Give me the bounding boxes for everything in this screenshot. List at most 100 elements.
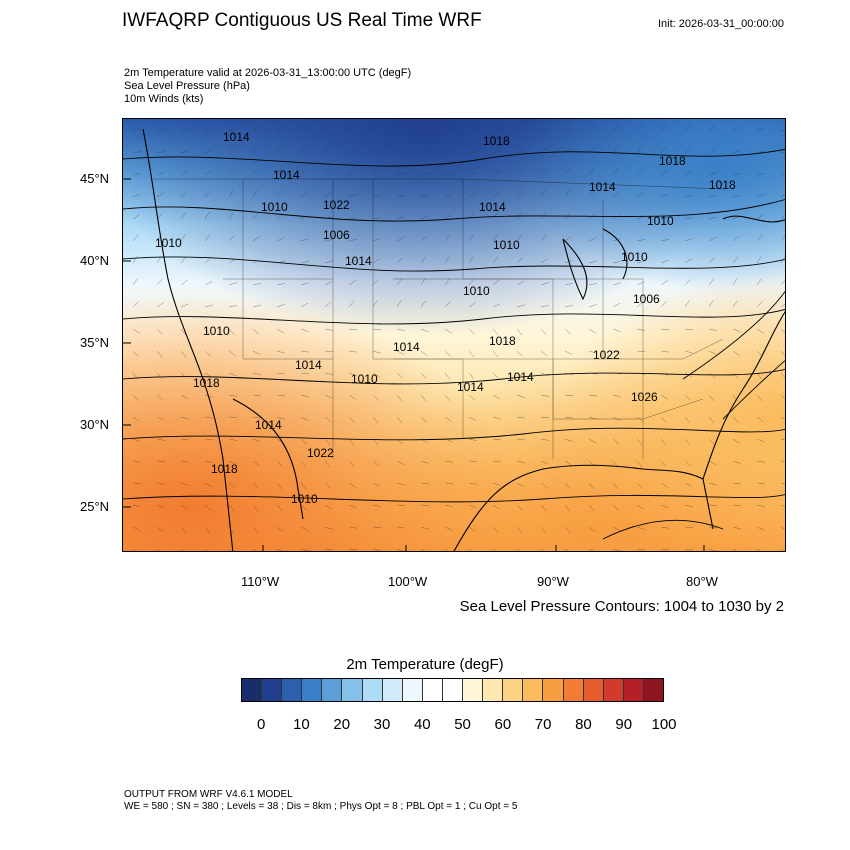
wind-barb xyxy=(756,173,765,176)
wind-barb xyxy=(324,192,332,198)
wind-barb xyxy=(540,438,549,441)
wind-barb xyxy=(708,328,717,331)
wind-barb xyxy=(732,126,740,132)
pressure-label: 1010 xyxy=(351,372,378,386)
wind-barb xyxy=(780,256,785,264)
wind-barb xyxy=(348,193,357,198)
wind-barb xyxy=(756,350,763,357)
svg-text:1010: 1010 xyxy=(493,238,520,252)
wind-barb xyxy=(300,350,309,353)
wind-barb xyxy=(156,192,164,198)
wind-barb xyxy=(420,173,429,176)
wind-barb xyxy=(396,195,405,198)
wind-barb xyxy=(684,194,693,198)
wind-barb xyxy=(588,504,595,512)
wind-barb xyxy=(420,194,429,198)
wind-barb xyxy=(180,212,186,220)
svg-text:1010: 1010 xyxy=(291,492,318,506)
wind-barb xyxy=(516,281,525,286)
wind-barb xyxy=(708,148,717,154)
pressure-label: 1006 xyxy=(633,292,660,306)
wind-barb xyxy=(276,328,285,334)
wind-barb xyxy=(636,216,645,220)
wind-barb xyxy=(468,192,477,198)
wind-barb xyxy=(636,260,645,264)
wind-barb xyxy=(276,125,284,132)
wind-barb xyxy=(396,300,402,308)
wind-barb xyxy=(156,372,163,380)
wind-barb xyxy=(660,416,667,423)
wind-barb xyxy=(204,234,210,242)
wind-barb xyxy=(564,350,573,355)
colorbar-tick-label: 70 xyxy=(534,716,552,733)
wind-barb xyxy=(612,238,621,242)
wind-barb xyxy=(228,190,234,198)
wind-barb xyxy=(684,217,693,220)
wind-barb xyxy=(732,149,741,154)
wind-barb xyxy=(540,235,547,242)
colorbar-tick-label: 0 xyxy=(256,716,266,733)
wind-barb xyxy=(348,526,357,529)
wind-barb xyxy=(612,282,621,286)
wind-barb xyxy=(780,526,785,531)
wind-barb xyxy=(252,416,261,419)
wind-barb xyxy=(636,146,642,154)
wind-barb xyxy=(588,283,597,286)
wind-barb xyxy=(348,259,357,264)
svg-text:1014: 1014 xyxy=(255,418,282,432)
pressure-label: 1018 xyxy=(659,154,686,168)
wind-barb xyxy=(252,482,259,490)
wind-barb xyxy=(156,151,165,154)
wind-barb xyxy=(276,190,283,198)
wind-barb xyxy=(780,279,785,286)
map-title: IWFAQRP Contiguous US Real Time WRF xyxy=(122,10,482,31)
wind-barb xyxy=(564,236,572,242)
wind-barb xyxy=(660,328,669,331)
wind-barb xyxy=(132,504,141,507)
wind-barb xyxy=(780,482,785,484)
wind-barb xyxy=(324,281,333,286)
wind-barb xyxy=(252,259,261,264)
lon-label: 80°W xyxy=(686,574,718,589)
wind-barb xyxy=(708,438,716,445)
wind-barb xyxy=(396,216,405,220)
wind-barb xyxy=(540,305,549,308)
wind-barb xyxy=(132,127,141,132)
wind-barb xyxy=(636,328,645,331)
wind-barb xyxy=(252,548,257,551)
wind-barb xyxy=(156,278,163,286)
wind-barb xyxy=(540,526,547,534)
wind-barb xyxy=(180,150,189,154)
wind-barb xyxy=(300,460,307,468)
wind-barb xyxy=(228,168,235,176)
wind-barb xyxy=(540,394,549,397)
wind-barb xyxy=(516,169,524,176)
wind-barb xyxy=(156,172,165,176)
wind-barb xyxy=(588,394,597,397)
wind-barb xyxy=(276,526,284,533)
wind-barb xyxy=(348,216,357,220)
wind-barb xyxy=(300,146,306,154)
svg-text:1014: 1014 xyxy=(273,168,300,182)
pressure-label: 1022 xyxy=(593,348,620,362)
wind-barb xyxy=(468,526,476,532)
wind-barb xyxy=(204,438,213,441)
wind-barb xyxy=(132,394,139,402)
wind-barb xyxy=(516,257,524,264)
wind-barb xyxy=(204,526,211,534)
wind-barb xyxy=(660,216,669,220)
wind-barb xyxy=(684,279,691,286)
wind-barb xyxy=(756,504,765,507)
wind-barb xyxy=(684,394,692,401)
colorbar-tick-label: 10 xyxy=(293,716,310,733)
wind-barb xyxy=(300,302,309,308)
pressure-label: 1014 xyxy=(223,130,250,144)
wind-barb xyxy=(228,460,237,465)
wind-barb xyxy=(756,394,763,402)
pressure-label: 1018 xyxy=(489,334,516,348)
wind-barb xyxy=(324,394,333,399)
wind-barb xyxy=(300,215,309,220)
wind-barb xyxy=(708,125,715,132)
wind-barb xyxy=(300,168,306,176)
wind-barb xyxy=(732,256,739,264)
